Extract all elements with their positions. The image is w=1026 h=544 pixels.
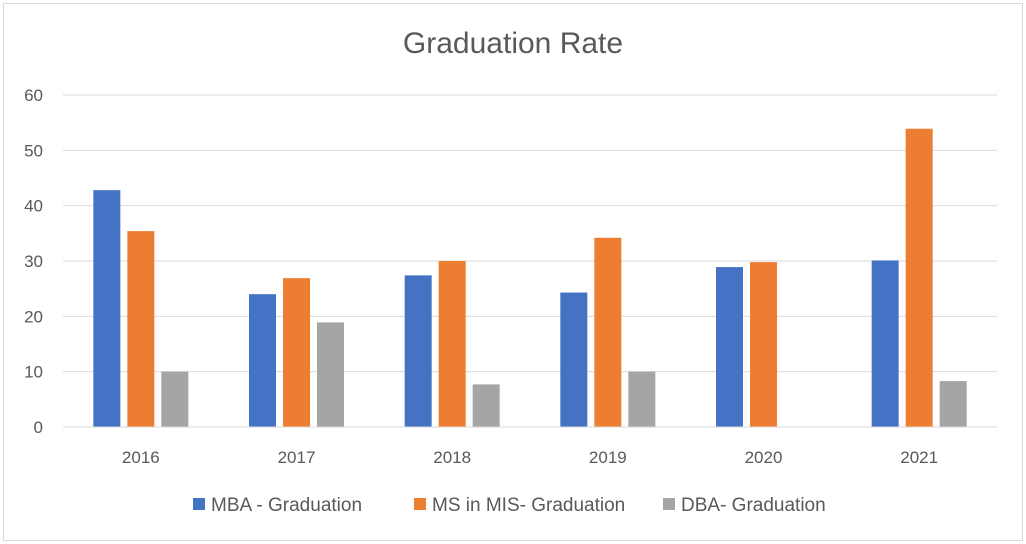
x-tick-label: 2017 (278, 448, 316, 467)
bar (628, 371, 656, 427)
bars (93, 128, 967, 427)
bar (249, 294, 276, 427)
x-tick-label: 2020 (745, 448, 783, 467)
bar (127, 231, 155, 427)
bar (283, 278, 310, 427)
y-tick-label: 30 (24, 252, 43, 271)
x-tick-label: 2019 (589, 448, 627, 467)
y-tick-label: 40 (24, 197, 43, 216)
legend-swatch (663, 498, 675, 510)
chart-frame (3, 3, 1023, 541)
bar (438, 261, 466, 427)
legend-label: MBA - Graduation (211, 495, 362, 516)
bar (472, 384, 500, 427)
x-tick-label: 2021 (900, 448, 938, 467)
bar (404, 275, 432, 427)
x-axis-ticks: 2016 2017 2018 2019 2020 2021 (122, 448, 938, 467)
bar (716, 267, 743, 427)
legend-label: MS in MIS- Graduation (432, 495, 625, 516)
gridlines (63, 94, 997, 373)
bar (594, 237, 622, 427)
bar (750, 262, 777, 427)
legend-label: DBA- Graduation (681, 495, 826, 516)
legend: MBA - Graduation MS in MIS- Graduation DBA… (193, 495, 826, 516)
bar (93, 190, 121, 427)
y-axis-ticks: 0 10 20 30 40 50 60 (24, 86, 43, 437)
y-tick-label: 50 (24, 141, 43, 160)
x-tick-label: 2016 (122, 448, 160, 467)
bar (317, 322, 344, 427)
bar (161, 371, 189, 427)
bar (560, 292, 588, 427)
y-tick-label: 0 (34, 418, 43, 437)
legend-swatch (193, 498, 205, 510)
bar (939, 381, 967, 427)
y-tick-label: 20 (24, 307, 43, 326)
y-tick-label: 60 (24, 86, 43, 105)
chart-title: Graduation Rate (403, 27, 623, 60)
x-tick-label: 2018 (433, 448, 471, 467)
legend-swatch (414, 498, 426, 510)
bar (905, 128, 933, 427)
y-tick-label: 10 (24, 363, 43, 382)
bar (871, 260, 899, 427)
